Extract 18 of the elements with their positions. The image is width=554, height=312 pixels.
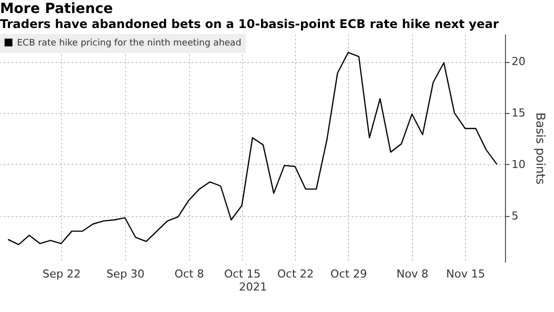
y-tick-label: 20 xyxy=(512,55,526,68)
y-tick-label: 5 xyxy=(512,209,518,222)
x-tick-label: Nov 15 xyxy=(446,268,486,280)
x-tick-label: Oct 22 xyxy=(277,268,314,280)
y-axis-title: Basis points xyxy=(533,112,548,185)
x-tick-label: Sep 30 xyxy=(106,268,145,280)
x-axis-title: 2021 xyxy=(239,280,267,294)
x-tick-label: Oct 8 xyxy=(174,268,204,280)
y-tick-label: 10 xyxy=(512,158,526,171)
line-series xyxy=(7,52,498,246)
x-tick-label: Oct 29 xyxy=(330,268,367,280)
x-tick-label: Oct 15 xyxy=(224,268,261,280)
chart-subtitle: Traders have abandoned bets on a 10-basis-point ECB rate hike next year xyxy=(0,17,499,31)
x-tick-label: Nov 8 xyxy=(396,268,428,280)
y-tick-label: 15 xyxy=(512,106,526,120)
legend-label: ECB rate hike pricing for the ninth meeting ahead xyxy=(17,38,242,48)
x-tick-label: Sep 22 xyxy=(42,268,81,280)
chart-title: More Patience xyxy=(0,1,113,17)
